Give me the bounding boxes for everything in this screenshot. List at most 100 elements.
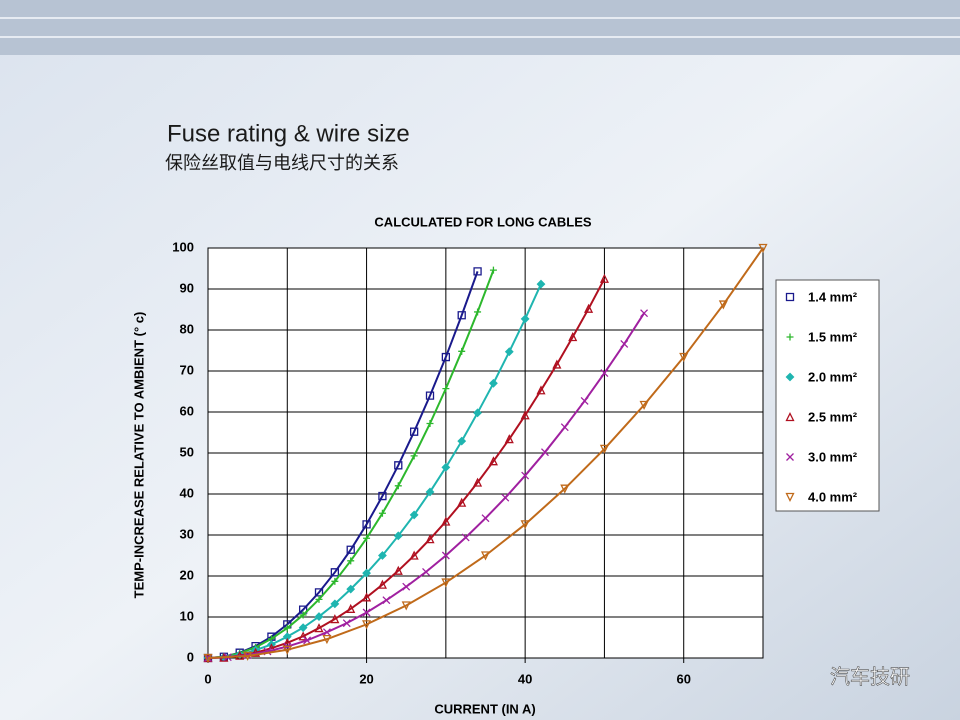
- data-point: [718, 300, 728, 310]
- data-point: [315, 595, 323, 603]
- y-tick-label: 40: [180, 485, 194, 500]
- slide-subtitle: 保险丝取值与电线尺寸的关系: [165, 153, 399, 173]
- legend-label: 3.0 mm²: [808, 449, 858, 464]
- series-line: [207, 247, 764, 659]
- legend-marker: [786, 333, 794, 341]
- data-point: [457, 497, 467, 507]
- data-point: [267, 632, 276, 641]
- legend-label: 2.5 mm²: [808, 409, 858, 424]
- data-point: [489, 378, 498, 388]
- data-point: [362, 608, 371, 617]
- data-point: [481, 514, 490, 523]
- data-point: [520, 520, 530, 530]
- data-point: [299, 611, 307, 619]
- legend-marker: [785, 372, 795, 382]
- data-point: [410, 452, 418, 460]
- data-point: [377, 579, 387, 589]
- data-point: [378, 551, 387, 560]
- data-point: [409, 427, 419, 436]
- data-point: [394, 461, 403, 470]
- data-point: [520, 410, 530, 420]
- data-point: [425, 391, 435, 400]
- watermark: 汽车技研: [830, 665, 910, 688]
- data-point: [520, 314, 530, 324]
- data-point: [441, 578, 451, 588]
- data-point: [322, 628, 331, 637]
- legend-label: 2.0 mm²: [808, 369, 858, 384]
- series-line: [207, 283, 542, 659]
- data-point: [560, 484, 570, 494]
- data-point: [552, 359, 562, 369]
- data-point: [441, 462, 451, 472]
- data-point: [441, 352, 451, 362]
- legend-marker: [785, 492, 795, 502]
- y-tick-label: 70: [180, 362, 194, 377]
- data-point: [489, 266, 497, 274]
- data-point: [330, 599, 340, 609]
- data-point: [298, 623, 308, 633]
- x-tick-label: 40: [518, 671, 532, 686]
- data-point: [362, 568, 371, 578]
- data-point: [422, 567, 430, 576]
- data-point: [541, 448, 549, 457]
- y-tick-label: 80: [180, 321, 194, 336]
- data-point: [639, 400, 649, 410]
- data-point: [346, 603, 356, 613]
- y-tick-label: 60: [180, 403, 194, 418]
- data-point: [282, 645, 292, 655]
- data-point: [401, 601, 411, 611]
- data-point: [442, 385, 450, 393]
- data-point: [441, 516, 451, 526]
- data-point: [504, 434, 514, 444]
- data-point: [599, 444, 609, 454]
- data-point: [473, 267, 482, 276]
- data-point: [283, 624, 291, 632]
- legend-label: 1.5 mm²: [808, 329, 858, 344]
- series-line: [207, 278, 606, 659]
- data-point: [363, 534, 371, 542]
- data-point: [474, 308, 482, 316]
- data-point: [203, 653, 213, 663]
- y-tick-label: 20: [180, 567, 194, 582]
- data-point: [461, 533, 470, 542]
- x-axis-label: CURRENT (IN A): [434, 701, 535, 716]
- data-point: [425, 487, 435, 497]
- data-point: [283, 620, 292, 629]
- legend-marker: [786, 453, 794, 461]
- x-tick-label: 60: [676, 671, 690, 686]
- data-point: [504, 347, 514, 357]
- data-point: [402, 582, 411, 591]
- data-point: [425, 534, 435, 544]
- data-point: [457, 311, 466, 320]
- data-point: [560, 423, 569, 432]
- data-point: [314, 623, 324, 633]
- legend-label: 4.0 mm²: [808, 489, 858, 504]
- slide-title: Fuse rating & wire size: [167, 120, 410, 147]
- data-point: [393, 531, 403, 541]
- data-point: [473, 408, 482, 418]
- y-axis-label: TEMP-INCREASE RELATIVE TO AMBIENT (° c): [131, 312, 146, 599]
- data-point: [679, 352, 689, 363]
- y-tick-label: 100: [172, 239, 194, 254]
- data-point: [322, 634, 332, 645]
- brick-band: [0, 0, 960, 55]
- y-tick-label: 30: [180, 526, 194, 541]
- y-tick-label: 10: [180, 608, 194, 623]
- data-point: [758, 243, 768, 253]
- data-point: [521, 471, 530, 480]
- data-point: [426, 419, 434, 427]
- data-point: [473, 477, 483, 487]
- y-tick-label: 0: [187, 649, 194, 664]
- data-point: [536, 279, 546, 289]
- legend-marker: [785, 292, 795, 302]
- data-point: [457, 436, 467, 446]
- data-point: [362, 592, 372, 602]
- x-tick-label: 20: [359, 671, 373, 686]
- legend-label: 1.4 mm²: [808, 289, 858, 304]
- data-point: [620, 339, 629, 348]
- chart-title: CALCULATED FOR LONG CABLES: [374, 214, 591, 229]
- data-point: [330, 614, 340, 624]
- data-point: [298, 631, 308, 641]
- data-point: [536, 385, 546, 395]
